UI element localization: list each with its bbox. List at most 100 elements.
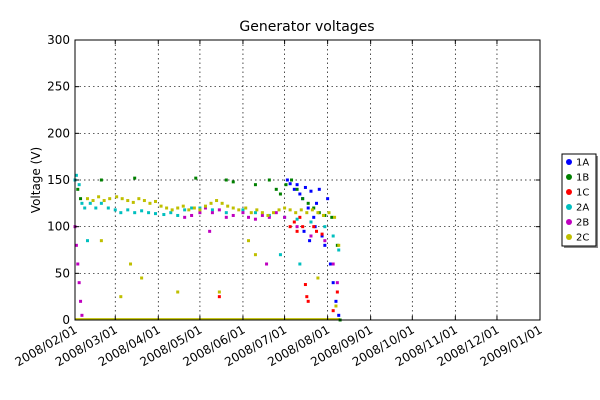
data-point-2a [241,208,245,212]
data-point-2a [77,183,81,187]
data-point-2a [253,211,257,215]
data-point-2c [120,197,124,201]
data-point-2a [210,208,214,212]
data-point-2a [176,213,180,217]
data-point-1c [292,220,296,224]
y-tick-label: 0 [62,313,70,327]
y-tick-label: 250 [47,80,70,94]
data-point-1c [331,309,335,313]
data-point-2b [331,262,335,266]
data-point-2c [148,201,152,205]
data-point-1c [305,295,309,299]
data-point-2b [210,211,214,215]
data-point-1c [217,295,221,299]
data-point-2c [316,276,320,280]
data-point-1c [288,225,292,229]
data-point-2c [220,201,224,205]
data-point-2c [247,239,251,243]
data-point-2a [169,211,173,215]
data-point-1b [133,176,137,180]
data-point-2a [140,209,144,213]
data-point-1b [194,176,198,180]
data-point-1b [284,183,288,187]
data-point-1a [295,183,299,187]
data-point-2c [288,208,292,212]
data-point-2c [170,208,174,212]
data-point-1c [335,290,339,294]
y-tick-label: 100 [47,220,70,234]
data-point-2c [102,199,106,203]
data-points [73,173,342,322]
data-point-2b [203,206,207,210]
legend-label-2c: 2C [576,233,589,244]
data-point-1b [295,187,299,191]
data-point-2b [335,281,339,285]
data-point-2a [80,201,84,205]
data-point-2c [187,208,191,212]
data-point-2c [181,204,185,208]
y-tick-label: 300 [47,33,70,47]
data-point-2c [159,204,163,208]
data-point-1c [298,215,302,219]
data-point-2b [309,234,313,238]
data-point-2a [94,206,98,210]
data-point-2b [80,313,84,317]
data-point-2b [231,213,235,217]
data-point-2c [108,197,112,201]
data-point-2c [226,204,230,208]
data-point-1b [290,178,294,182]
data-point-2a [298,262,302,266]
y-tick-label: 50 [55,266,70,280]
data-point-2b [247,215,251,219]
data-point-2a [74,173,78,177]
data-point-1a [285,178,289,182]
data-point-2c [231,206,235,210]
data-point-2c [294,211,298,215]
data-point-1b [312,206,316,210]
data-point-2a [323,225,327,229]
legend-marker-2b [566,219,572,225]
grid [75,40,540,320]
data-point-1b [301,197,305,201]
data-point-2b [274,211,278,215]
data-point-2a [83,206,87,210]
data-point-2a [295,217,299,221]
data-point-1a [288,182,292,186]
data-point-2b [79,299,83,303]
data-point-2c [334,304,338,308]
y-tick-label: 200 [47,126,70,140]
data-point-2a [337,248,341,252]
data-point-2c [198,208,202,212]
data-point-1b [231,180,235,184]
data-point-1a [315,201,319,205]
data-point-2c [142,199,146,203]
data-point-2c [337,243,341,247]
data-point-2a [85,239,89,243]
legend: 1A 1B 1C 2A 2B 2C [561,153,598,248]
data-point-2b [198,211,202,215]
legend-label-1a: 1A [576,158,589,169]
data-point-1b [224,178,228,182]
data-point-2a [119,211,123,215]
data-point-1a [328,262,332,266]
data-point-1a [308,239,312,243]
legend-marker-1a [566,159,572,165]
data-point-2c [115,195,119,199]
data-point-2c [215,199,219,203]
data-point-2c [277,208,281,212]
data-point-2b [323,239,327,243]
data-point-1a [317,187,321,191]
data-point-2c [129,262,133,266]
data-point-2c [192,206,196,210]
data-point-1b [306,201,310,205]
data-point-1b [330,215,334,219]
data-point-2c [266,213,270,217]
data-point-2c [140,276,144,280]
data-point-1b [274,187,278,191]
data-point-2c [99,239,103,243]
data-point-2c [176,206,180,210]
data-point-2a [331,234,335,238]
data-point-2b [224,215,228,219]
data-point-1b [267,178,271,182]
